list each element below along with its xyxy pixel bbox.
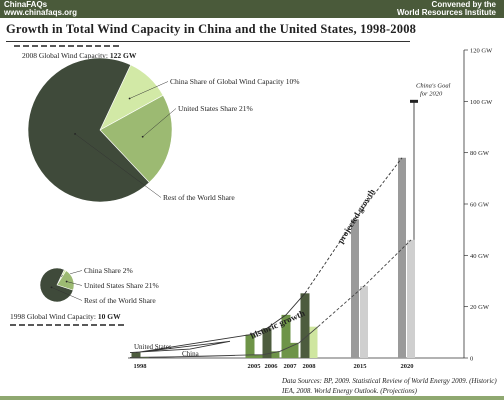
pie0-label-0: China Share of Global Wind Capacity 10% bbox=[170, 77, 300, 86]
china-bar-2008 bbox=[309, 326, 318, 358]
us-bar-2007 bbox=[281, 314, 291, 358]
x-label-2007: 2007 bbox=[284, 363, 298, 370]
x-label-2008: 2008 bbox=[303, 363, 317, 370]
y-tick-label-2: 40 GW bbox=[470, 253, 490, 260]
pie0-slice-2 bbox=[27, 57, 150, 203]
us-bar-2015 bbox=[351, 219, 359, 358]
x-label-2020: 2020 bbox=[401, 363, 414, 370]
us-bar-2006 bbox=[262, 328, 272, 358]
y-tick-label-3: 60 GW bbox=[470, 202, 490, 209]
us-bar-1998 bbox=[131, 352, 141, 358]
china-bar-1998 bbox=[140, 357, 149, 358]
pie1-leader-1 bbox=[66, 281, 83, 286]
pie1-title: 1998 Global Wind Capacity: 10 GW bbox=[10, 312, 121, 321]
header-site-url[interactable]: www.chinafaqs.org bbox=[4, 8, 78, 17]
x-label-1998: 1998 bbox=[134, 363, 148, 370]
pie0-title: 2008 Global Wind Capacity: 122 GW bbox=[22, 51, 137, 60]
pie0-label-2: Rest of the World Share bbox=[163, 193, 235, 202]
pie0-title-prefix: 2008 Global Wind Capacity: bbox=[22, 51, 110, 60]
china-bar-2005 bbox=[254, 354, 263, 358]
x-label-2005: 2005 bbox=[248, 363, 262, 370]
china-bar-2015 bbox=[360, 286, 368, 358]
pie0-leader-1 bbox=[142, 108, 177, 137]
pie1-title-value: 10 GW bbox=[98, 312, 121, 321]
y-tick-label-6: 120 GW bbox=[470, 48, 493, 55]
china-historic-line bbox=[129, 326, 319, 358]
pie1-leader-2 bbox=[51, 287, 83, 301]
us-historic-line bbox=[129, 293, 306, 354]
us-bar-2005 bbox=[245, 334, 255, 358]
y-tick-label-5: 100 GW bbox=[470, 99, 493, 106]
y-tick-label-0: 0 bbox=[470, 356, 473, 363]
header-bar bbox=[0, 0, 504, 18]
header-organization: World Resources Institute bbox=[397, 8, 496, 17]
us-bar-2008 bbox=[300, 293, 310, 358]
china-bar-2007 bbox=[290, 342, 299, 358]
y-tick-label-4: 80 GW bbox=[470, 150, 490, 157]
series-label-us: United States bbox=[134, 343, 172, 351]
footer-band bbox=[0, 396, 504, 400]
china-projected-line bbox=[317, 239, 412, 328]
header-convened-by: Convened by the bbox=[431, 0, 496, 9]
pie1-label-1: United States Share 21% bbox=[84, 281, 159, 290]
x-label-2006: 2006 bbox=[265, 363, 279, 370]
pie1-title-prefix: 1998 Global Wind Capacity: bbox=[10, 312, 98, 321]
chart-title: Growth in Total Wind Capacity in China a… bbox=[6, 22, 417, 36]
source-note: Data Sources: BP, 2009. Statistical Revi… bbox=[282, 377, 497, 395]
pie1-slice-2 bbox=[39, 267, 74, 303]
goal-label-line2: for 2020 bbox=[420, 90, 443, 97]
x-label-2015: 2015 bbox=[354, 363, 368, 370]
annotation-historic-growth: historic growth bbox=[249, 308, 307, 341]
pie1-label-0: China Share 2% bbox=[84, 266, 133, 275]
china-bar-2020 bbox=[407, 239, 415, 358]
pie0-title-value: 122 GW bbox=[110, 51, 137, 60]
pie0-leader-0 bbox=[129, 81, 169, 99]
pie1-label-2: Rest of the World Share bbox=[84, 296, 156, 305]
y-tick-label-1: 20 GW bbox=[470, 304, 490, 311]
pie0-leader-2 bbox=[74, 133, 162, 198]
pie0-slice-1 bbox=[99, 94, 173, 183]
header-site-name: ChinaFAQs bbox=[4, 0, 48, 9]
title-rule bbox=[6, 41, 410, 42]
us-bar-2020 bbox=[398, 157, 406, 358]
series-label-china: China bbox=[182, 350, 200, 358]
goal-label-line1: China's Goal bbox=[416, 82, 451, 89]
pie0-label-1: United States Share 21% bbox=[178, 104, 253, 113]
us-projected-line bbox=[304, 157, 403, 294]
china-bar-2006 bbox=[271, 351, 280, 358]
